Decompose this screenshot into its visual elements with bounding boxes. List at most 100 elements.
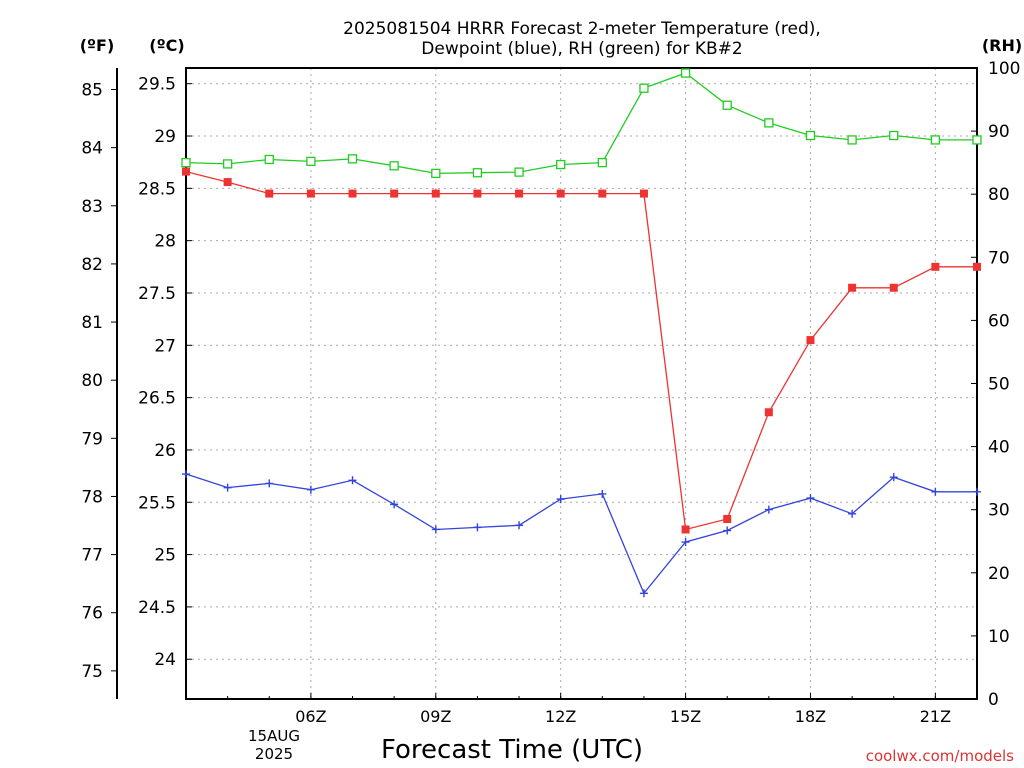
celsius-tick-label: 27.5 <box>138 284 176 304</box>
data-point-dewpoint <box>223 483 232 492</box>
celsius-tick-label: 26.5 <box>138 389 176 409</box>
fahrenheit-tick-label: 84 <box>81 139 103 159</box>
series-rh <box>181 68 982 179</box>
series-line-rh <box>185 72 977 175</box>
data-point-rh <box>639 83 649 93</box>
celsius-tick-label: 25.5 <box>138 493 176 513</box>
rh-tick-label: 90 <box>988 122 1010 142</box>
data-point-temperature <box>390 189 399 198</box>
fahrenheit-tick-label: 76 <box>81 604 103 624</box>
fahrenheit-tick-label: 85 <box>81 81 103 101</box>
data-point-rh <box>181 157 191 168</box>
data-point-temperature <box>515 189 524 198</box>
data-point-rh <box>847 135 857 145</box>
celsius-tick-label: 25 <box>154 546 176 566</box>
rh-tick-label: 20 <box>988 564 1010 584</box>
fahrenheit-tick-label: 82 <box>81 255 103 275</box>
data-point-temperature <box>223 178 232 187</box>
celsius-tick-label: 26 <box>154 441 176 461</box>
rh-unit-label: (RH) <box>982 36 1022 55</box>
celsius-tick-label: 24.5 <box>138 598 176 618</box>
data-point-temperature <box>265 189 274 198</box>
data-point-temperature <box>598 189 607 198</box>
celsius-unit-label: (ºC) <box>149 36 184 55</box>
credit-text: coolwx.com/models <box>866 747 1014 765</box>
rh-tick-label: 100 <box>988 59 1020 79</box>
fahrenheit-tick-label: 79 <box>81 429 103 449</box>
data-point-temperature <box>182 167 190 176</box>
data-point-rh <box>805 130 816 141</box>
x-tick-label: 15Z <box>670 707 701 726</box>
data-point-rh <box>597 157 607 168</box>
data-point-rh <box>889 130 899 141</box>
data-point-dewpoint <box>973 487 981 496</box>
rh-tick-label: 70 <box>988 248 1010 268</box>
rh-tick-label: 40 <box>988 438 1010 458</box>
fahrenheit-tick-label: 80 <box>81 371 103 391</box>
data-point-dewpoint <box>265 479 274 488</box>
fahrenheit-tick-label: 77 <box>81 546 103 566</box>
data-point-temperature <box>723 515 732 524</box>
rh-tick-label: 10 <box>988 627 1010 647</box>
data-point-dewpoint <box>848 509 857 518</box>
date-label-day: 15AUG <box>248 727 300 745</box>
data-point-temperature <box>556 189 565 198</box>
data-point-rh <box>222 159 233 169</box>
celsius-tick-label: 28.5 <box>138 179 176 199</box>
data-point-dewpoint <box>348 476 357 485</box>
data-point-temperature <box>473 189 482 198</box>
data-point-dewpoint <box>681 538 690 547</box>
fahrenheit-tick-label: 83 <box>81 197 103 217</box>
data-point-dewpoint <box>306 485 315 494</box>
data-point-rh <box>680 68 691 78</box>
celsius-tick-label: 27 <box>154 336 176 356</box>
data-point-rh <box>472 168 483 178</box>
data-point-dewpoint <box>598 489 607 498</box>
plot-frame <box>185 67 978 700</box>
series-dewpoint <box>182 470 981 598</box>
data-point-rh <box>431 168 441 179</box>
celsius-tick-label: 29 <box>154 127 176 147</box>
rh-tick-label: 50 <box>988 375 1010 395</box>
data-point-rh <box>722 100 732 110</box>
data-point-rh <box>930 135 941 145</box>
series-temperature <box>182 167 981 534</box>
data-point-rh <box>764 118 774 128</box>
x-tick-label: 09Z <box>420 707 451 726</box>
celsius-tick-label: 24 <box>154 650 176 670</box>
x-tick-label: 21Z <box>920 707 951 726</box>
fahrenheit-tick-label: 81 <box>81 313 103 333</box>
x-tick-label: 18Z <box>795 707 826 726</box>
grid-lines <box>186 68 977 699</box>
data-point-temperature <box>306 189 315 198</box>
data-point-temperature <box>931 262 940 271</box>
series-line-temperature <box>185 170 977 531</box>
rh-tick-label: 80 <box>988 185 1010 205</box>
data-point-dewpoint <box>182 470 190 479</box>
data-point-temperature <box>848 283 857 292</box>
data-point-dewpoint <box>639 589 648 598</box>
data-point-rh <box>514 167 524 177</box>
data-point-dewpoint <box>889 473 898 482</box>
data-point-dewpoint <box>556 495 565 504</box>
axis-ticks: 24 24.5 25 25.5 26 26.5 27 27.5 28 28.5 29 29.5 75 76… <box>81 59 1020 726</box>
data-point-temperature <box>639 189 648 198</box>
x-tick-label: 06Z <box>295 707 326 726</box>
data-point-dewpoint <box>390 500 399 509</box>
data-point-temperature <box>764 408 773 417</box>
celsius-tick-label: 28 <box>154 232 176 252</box>
data-point-dewpoint <box>723 526 732 535</box>
data-point-rh <box>556 159 566 170</box>
rh-tick-label: 60 <box>988 311 1010 331</box>
data-point-temperature <box>348 189 357 198</box>
data-point-temperature <box>806 336 815 345</box>
data-point-temperature <box>973 262 981 271</box>
data-point-rh <box>306 156 316 167</box>
fahrenheit-tick-label: 78 <box>81 487 103 507</box>
data-point-dewpoint <box>473 523 482 532</box>
data-point-rh <box>347 154 358 164</box>
data-point-dewpoint <box>806 494 815 503</box>
rh-tick-label: 30 <box>988 501 1010 521</box>
data-series <box>181 68 982 598</box>
